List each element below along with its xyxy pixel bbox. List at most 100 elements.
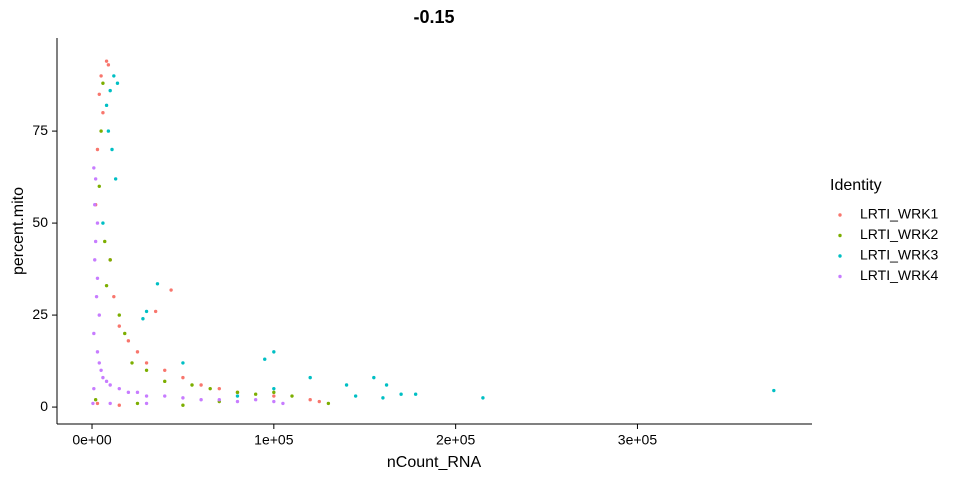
point bbox=[104, 283, 109, 288]
point bbox=[217, 398, 221, 402]
point bbox=[113, 177, 118, 181]
legend-label: LRTI_WRK3 bbox=[860, 247, 939, 263]
point bbox=[112, 294, 116, 299]
point bbox=[135, 401, 140, 406]
x-tick-label: 1e+05 bbox=[254, 432, 294, 448]
point bbox=[135, 390, 140, 395]
legend-label: LRTI_WRK2 bbox=[860, 226, 939, 242]
point bbox=[144, 368, 149, 372]
point bbox=[106, 129, 111, 133]
point bbox=[93, 177, 98, 181]
point bbox=[169, 288, 173, 292]
chart-title: -0.15 bbox=[413, 7, 454, 27]
point bbox=[272, 386, 276, 391]
point bbox=[117, 324, 121, 328]
point bbox=[144, 361, 149, 365]
point bbox=[163, 394, 167, 398]
point bbox=[101, 375, 105, 380]
point bbox=[141, 317, 145, 321]
point bbox=[308, 398, 312, 402]
point bbox=[155, 282, 160, 286]
point bbox=[101, 221, 105, 225]
point bbox=[481, 396, 485, 400]
point bbox=[372, 375, 376, 380]
point bbox=[99, 74, 103, 78]
point bbox=[93, 258, 97, 262]
point bbox=[399, 392, 403, 396]
point bbox=[95, 401, 100, 406]
legend-label: LRTI_WRK1 bbox=[860, 206, 939, 222]
point bbox=[104, 59, 109, 63]
y-tick-label: 75 bbox=[32, 122, 48, 138]
point bbox=[272, 399, 276, 404]
point bbox=[130, 361, 134, 365]
point bbox=[317, 399, 321, 404]
point bbox=[115, 81, 120, 85]
point bbox=[235, 399, 240, 404]
point bbox=[308, 375, 312, 380]
point bbox=[144, 401, 149, 406]
y-tick-label: 50 bbox=[32, 214, 48, 230]
point bbox=[110, 147, 114, 152]
point bbox=[208, 386, 212, 391]
point bbox=[108, 401, 112, 406]
point bbox=[95, 147, 100, 152]
point bbox=[381, 396, 385, 400]
point bbox=[117, 313, 121, 317]
point bbox=[92, 166, 96, 170]
point bbox=[108, 383, 112, 387]
point bbox=[97, 92, 101, 96]
point bbox=[93, 202, 97, 207]
point bbox=[181, 403, 185, 407]
point bbox=[92, 386, 96, 391]
point bbox=[235, 394, 240, 398]
point bbox=[153, 309, 158, 314]
point bbox=[95, 221, 100, 225]
point bbox=[163, 368, 167, 372]
point bbox=[112, 74, 116, 78]
point bbox=[144, 394, 149, 398]
point bbox=[263, 357, 267, 361]
point bbox=[272, 350, 276, 354]
point bbox=[326, 401, 331, 406]
point bbox=[181, 361, 185, 365]
point bbox=[253, 398, 258, 402]
point bbox=[135, 350, 140, 354]
point bbox=[384, 383, 389, 387]
legend-marker bbox=[838, 274, 842, 279]
point bbox=[199, 383, 203, 387]
point bbox=[106, 63, 111, 67]
x-tick-label: 3e+05 bbox=[618, 432, 658, 448]
x-tick-label: 0e+00 bbox=[72, 432, 112, 448]
point bbox=[235, 390, 240, 395]
point bbox=[104, 103, 109, 108]
legend-marker bbox=[838, 233, 842, 238]
point bbox=[272, 394, 276, 398]
legend-title: Identity bbox=[830, 177, 882, 194]
point bbox=[181, 396, 185, 400]
point bbox=[94, 294, 99, 299]
x-axis-label: nCount_RNA bbox=[387, 454, 482, 471]
point bbox=[344, 383, 349, 387]
point bbox=[104, 379, 109, 384]
point bbox=[93, 239, 98, 244]
point bbox=[199, 398, 203, 402]
point bbox=[772, 388, 776, 393]
point bbox=[117, 403, 121, 407]
point bbox=[97, 313, 101, 317]
x-tick-label: 2e+05 bbox=[436, 432, 476, 448]
point bbox=[97, 184, 101, 188]
point bbox=[101, 110, 105, 115]
point bbox=[103, 239, 107, 244]
point bbox=[144, 309, 149, 314]
point bbox=[163, 379, 167, 384]
y-axis-label: percent.mito bbox=[10, 187, 27, 275]
point bbox=[95, 350, 100, 354]
legend-marker bbox=[838, 213, 842, 217]
point bbox=[92, 331, 96, 336]
point bbox=[97, 361, 101, 365]
legend-label: LRTI_WRK4 bbox=[860, 267, 939, 283]
point bbox=[108, 258, 112, 262]
point bbox=[253, 392, 258, 396]
